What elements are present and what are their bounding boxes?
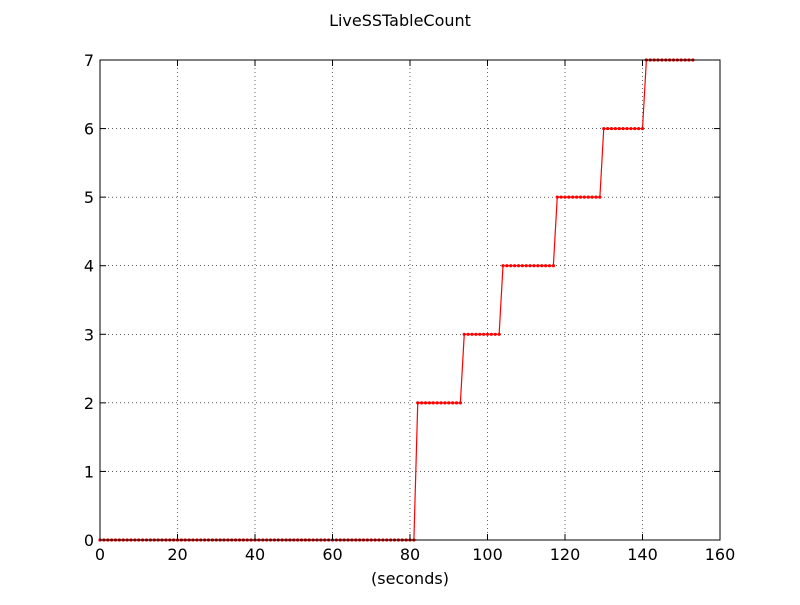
data-point (586, 195, 590, 199)
ticks: 0 20 40 60 80 100 120 140 160 0 1 2 3 4 5 6 7 (84, 51, 735, 564)
data-point (447, 401, 451, 405)
data-point (416, 401, 420, 405)
data-point (423, 401, 428, 405)
data-point (493, 332, 497, 336)
data-point (439, 401, 443, 405)
y-tick-label: 3 (84, 325, 94, 344)
x-axis-label: (seconds) (371, 569, 449, 588)
x-tick-label: 160 (705, 545, 736, 564)
data-point (555, 195, 559, 199)
y-tick-label: 4 (84, 257, 94, 276)
data-point (528, 264, 532, 268)
data-point (443, 401, 447, 405)
data-point (625, 126, 629, 131)
chart-title: LiveSSTableCount (329, 11, 471, 30)
x-tick-label: 120 (550, 545, 581, 564)
data-point (540, 264, 544, 268)
y-tick-label: 2 (84, 394, 94, 413)
data-point (532, 264, 536, 268)
data-point (435, 401, 439, 405)
x-tick-label: 60 (322, 545, 342, 564)
data-point (590, 195, 594, 199)
data-point (470, 332, 474, 336)
data-point (633, 126, 637, 131)
y-tick-label: 0 (84, 531, 94, 550)
x-tick-label: 80 (400, 545, 420, 564)
y-tick-label: 5 (84, 188, 94, 207)
data-point (509, 264, 513, 268)
data-point (563, 195, 567, 199)
data-point (567, 195, 571, 199)
data-point (582, 195, 586, 199)
data-point (466, 332, 470, 336)
data-point (420, 401, 424, 405)
data-point (594, 195, 598, 199)
data-point (536, 264, 540, 268)
data-point (427, 401, 431, 405)
data-point (485, 332, 490, 336)
data-point (489, 332, 493, 336)
data-point (559, 195, 563, 199)
data-point (598, 195, 602, 199)
data-point (458, 401, 462, 405)
x-tick-label: 100 (472, 545, 503, 564)
x-tick-label: 140 (627, 545, 658, 564)
data-point (478, 332, 482, 336)
data-point (454, 401, 459, 405)
data-point (505, 264, 509, 268)
data-point (617, 126, 621, 131)
data-point (578, 195, 583, 199)
data-point (544, 264, 548, 268)
data-point (524, 264, 528, 268)
y-tick-label: 1 (84, 462, 94, 481)
data-point (501, 264, 505, 268)
data-point (551, 264, 555, 268)
y-tick-label: 6 (84, 120, 94, 139)
data-point (613, 126, 617, 131)
data-point (520, 264, 524, 268)
x-tick-label: 20 (167, 545, 187, 564)
x-tick-label: 40 (245, 545, 265, 564)
data-point (637, 126, 641, 131)
data-point (609, 126, 614, 131)
data-point (474, 332, 478, 336)
x-tick-label: 0 (95, 545, 105, 564)
data-point (640, 126, 645, 131)
data-point (629, 126, 633, 131)
data-point (602, 126, 606, 131)
data-point (497, 332, 501, 336)
y-tick-label: 7 (84, 51, 94, 70)
data-point (547, 264, 552, 268)
data-point (451, 401, 455, 405)
data-point (575, 195, 579, 199)
data-point (606, 126, 610, 131)
data-point (462, 332, 466, 336)
data-point (513, 264, 517, 268)
data-point (482, 332, 486, 336)
data-point (516, 264, 521, 268)
data-point (621, 126, 625, 131)
data-point (431, 401, 435, 405)
data-point (571, 195, 575, 199)
